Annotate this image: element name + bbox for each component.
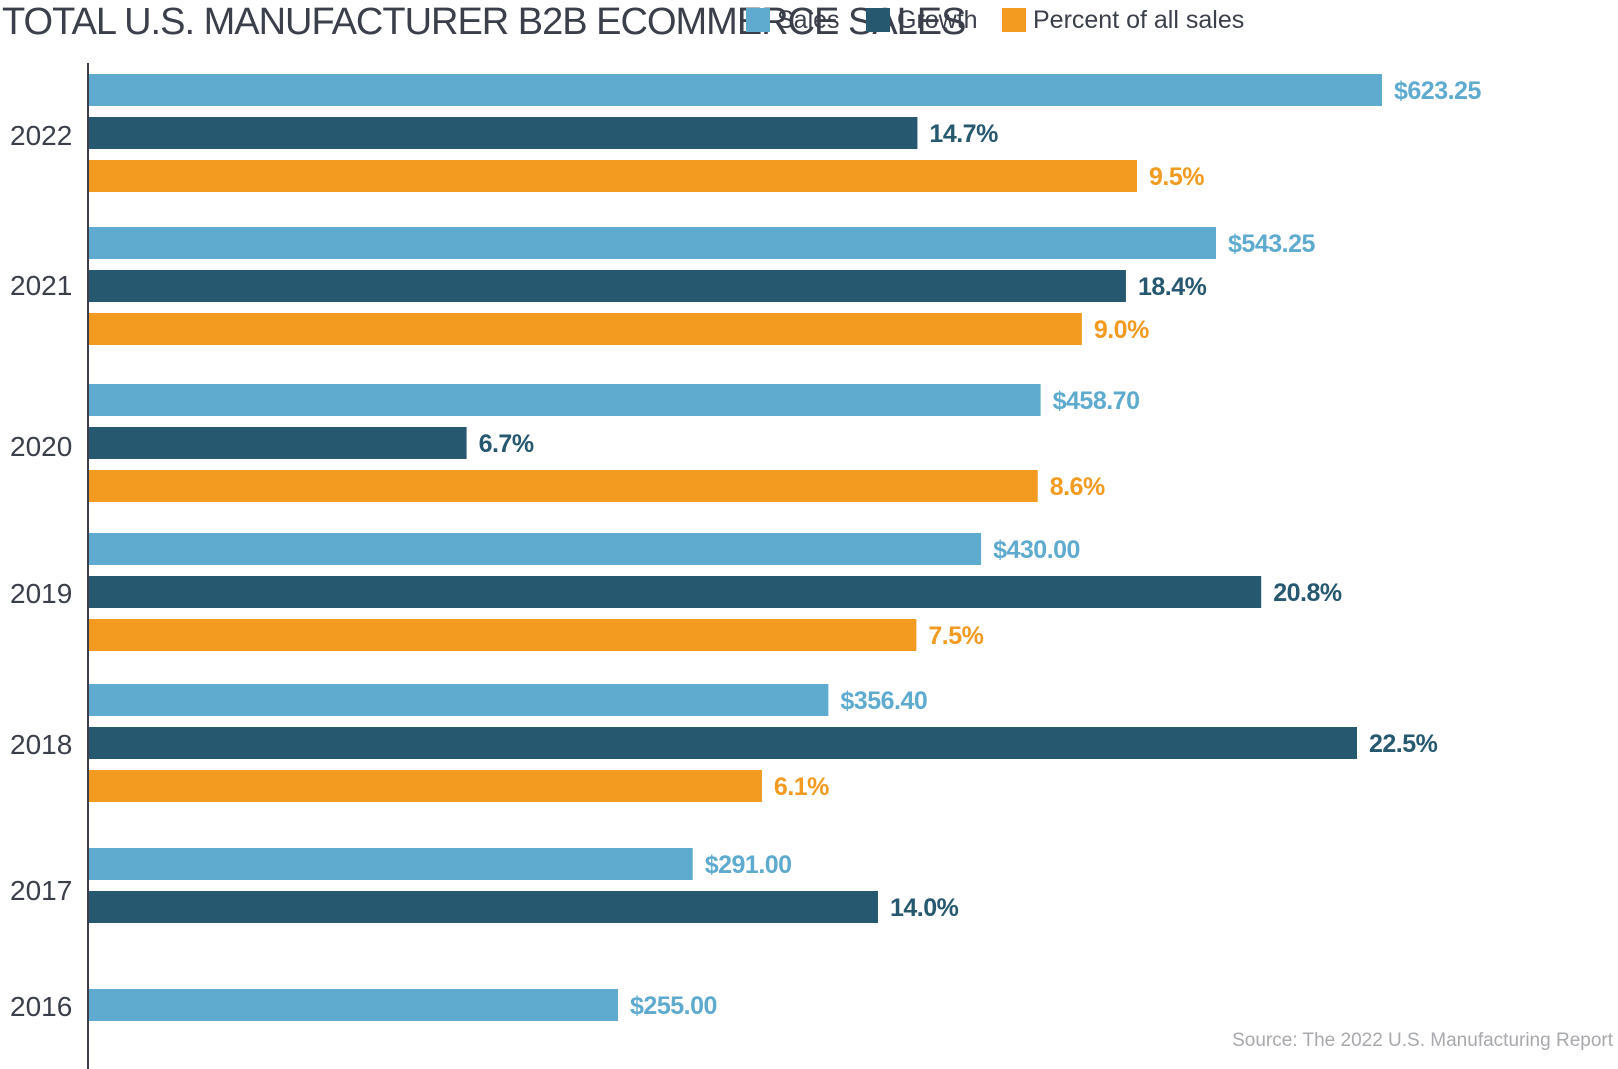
value-label-sales-2017: $291.00 [705, 851, 792, 879]
legend-swatch-percent-of-all-sales [1002, 8, 1026, 32]
year-label-2016: 2016 [10, 991, 72, 1022]
value-label-sales-2020: $458.70 [1053, 387, 1140, 415]
bars-group [89, 74, 1382, 1021]
bar-sales-2019 [89, 533, 982, 565]
value-label-growth-2022: 14.7% [929, 120, 998, 148]
value-label-percent-of-all-sales-2021: 9.0% [1094, 316, 1149, 344]
year-label-2019: 2019 [10, 578, 72, 609]
legend-swatch-growth [866, 8, 890, 32]
value-label-growth-2020: 6.7% [479, 430, 534, 458]
bar-percent-of-all-sales-2021 [89, 313, 1082, 345]
bar-growth-2021 [89, 270, 1126, 302]
value-label-percent-of-all-sales-2022: 9.5% [1149, 163, 1204, 191]
year-labels: 2022 2021 2020 2019 2018 2017 2016 [10, 120, 72, 1022]
bar-sales-2020 [89, 384, 1041, 416]
legend-label-sales: Sales [777, 6, 840, 34]
year-label-2021: 2021 [10, 270, 72, 301]
bar-sales-2017 [89, 848, 693, 880]
value-label-growth-2017: 14.0% [890, 894, 959, 922]
legend-label-growth: Growth [897, 6, 978, 34]
bar-growth-2018 [89, 727, 1357, 759]
bar-percent-of-all-sales-2022 [89, 160, 1137, 192]
bar-growth-2017 [89, 891, 878, 923]
value-label-percent-of-all-sales-2020: 8.6% [1050, 473, 1105, 501]
legend-label-percent-of-all-sales: Percent of all sales [1033, 6, 1244, 34]
value-label-sales-2018: $356.40 [840, 687, 927, 715]
source-note: Source: The 2022 U.S. Manufacturing Repo… [1232, 1030, 1614, 1051]
value-label-sales-2016: $255.00 [630, 992, 717, 1020]
value-label-percent-of-all-sales-2019: 7.5% [928, 622, 983, 650]
bar-percent-of-all-sales-2018 [89, 770, 762, 802]
legend-swatch-sales [746, 8, 770, 32]
bar-sales-2021 [89, 227, 1217, 259]
chart-legend: Sales Growth Percent of all sales [746, 6, 1244, 34]
value-label-sales-2021: $543.25 [1228, 230, 1315, 258]
bar-sales-2016 [89, 989, 619, 1021]
year-label-2022: 2022 [10, 120, 72, 151]
value-label-growth-2021: 18.4% [1138, 273, 1207, 301]
bar-growth-2022 [89, 117, 918, 149]
value-label-sales-2019: $430.00 [993, 536, 1080, 564]
value-labels: $623.25 14.7% 9.5% $543.25 18.4% 9.0% $458.70 6… [479, 77, 1482, 1020]
bar-percent-of-all-sales-2019 [89, 619, 917, 651]
bar-growth-2019 [89, 576, 1262, 608]
year-label-2017: 2017 [10, 875, 72, 906]
bar-sales-2022 [89, 74, 1382, 106]
value-label-percent-of-all-sales-2018: 6.1% [774, 773, 829, 801]
bar-growth-2020 [89, 427, 467, 459]
year-label-2020: 2020 [10, 431, 72, 462]
value-label-growth-2019: 20.8% [1273, 579, 1342, 607]
value-label-sales-2022: $623.25 [1394, 77, 1481, 105]
value-label-growth-2018: 22.5% [1369, 730, 1438, 758]
bar-percent-of-all-sales-2020 [89, 470, 1038, 502]
year-label-2018: 2018 [10, 729, 72, 760]
chart-title: TOTAL U.S. MANUFACTURER B2B ECOMMERCE SA… [2, 1, 965, 43]
bar-sales-2018 [89, 684, 829, 716]
